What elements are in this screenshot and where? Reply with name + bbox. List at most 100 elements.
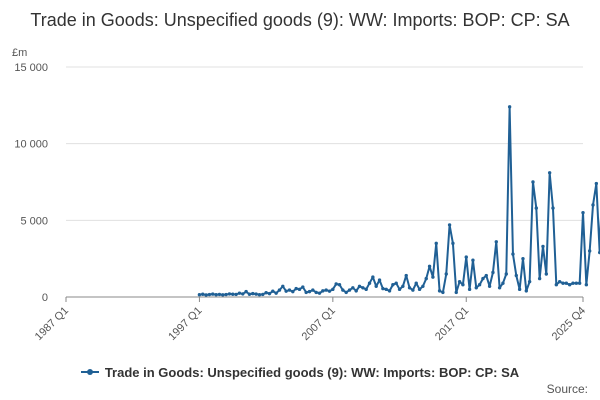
data-point (401, 284, 405, 288)
data-point (431, 275, 435, 279)
data-point (584, 283, 589, 287)
data-point (264, 291, 268, 295)
data-point (467, 287, 472, 292)
data-point (217, 292, 222, 297)
data-point (291, 289, 295, 294)
data-point (494, 240, 498, 244)
data-point (537, 276, 542, 281)
y-tick-label: 5 000 (20, 215, 48, 227)
data-point (477, 283, 482, 287)
data-point (361, 286, 365, 290)
data-point (254, 292, 258, 296)
data-point (517, 287, 522, 292)
data-point (371, 275, 375, 279)
data-point (267, 291, 272, 296)
data-point (447, 223, 452, 227)
data-point (571, 281, 575, 285)
data-point (564, 281, 569, 285)
data-point (427, 264, 432, 269)
data-point (227, 292, 232, 296)
data-point (554, 283, 559, 287)
data-point (421, 284, 425, 288)
data-point (397, 287, 402, 292)
data-point (514, 273, 518, 278)
data-point (541, 244, 545, 249)
data-point (201, 292, 205, 296)
data-point (594, 181, 599, 186)
data-point (547, 171, 552, 175)
data-point (247, 292, 252, 296)
data-point (384, 287, 388, 292)
data-point (381, 286, 385, 291)
data-point (314, 290, 318, 295)
data-point (501, 281, 505, 285)
data-point (574, 281, 579, 285)
x-tick-label: 2017 Q1 (433, 305, 471, 343)
data-point (331, 287, 335, 292)
data-point (457, 279, 462, 284)
data-point (354, 289, 358, 293)
data-point (511, 252, 515, 256)
data-point (551, 206, 555, 210)
data-point (424, 276, 428, 281)
data-point (521, 256, 525, 261)
data-point (344, 290, 348, 295)
data-point (597, 250, 600, 255)
data-point (221, 293, 225, 297)
data-point (557, 279, 562, 284)
data-point (357, 284, 362, 288)
data-point (257, 293, 262, 297)
data-point (464, 255, 468, 259)
data-point (581, 210, 585, 215)
data-point (411, 288, 415, 292)
data-point (531, 180, 535, 184)
chart-title: Trade in Goods: Unspecified goods (9): W… (30, 10, 570, 30)
y-tick-label: 10 000 (14, 139, 48, 151)
data-point (454, 290, 458, 295)
data-point (307, 289, 312, 294)
data-point (281, 284, 285, 288)
legend-series-label: Trade in Goods: Unspecified goods (9): W… (104, 364, 520, 380)
data-point (474, 286, 478, 290)
data-point (504, 272, 508, 276)
data-point (287, 288, 292, 292)
data-point (351, 286, 355, 290)
data-point (394, 281, 398, 285)
x-tick-label: 2025 Q4 (550, 305, 588, 343)
data-point (437, 289, 442, 293)
legend-series-swatch (80, 364, 99, 380)
y-tick-label: 0 (42, 292, 48, 304)
x-tick-label: 1987 Q1 (33, 305, 71, 343)
data-point (347, 288, 352, 292)
data-point (567, 283, 572, 287)
data-point (387, 289, 392, 293)
data-point (444, 272, 448, 276)
data-point (341, 288, 345, 292)
data-point (367, 281, 372, 285)
source-label: Source: (546, 382, 588, 396)
chart-legend[interactable]: Trade in Goods: Unspecified goods (9): W… (0, 364, 600, 380)
data-point (364, 287, 368, 292)
data-point (414, 281, 418, 285)
data-point (251, 291, 255, 296)
data-point (284, 289, 288, 293)
data-point (534, 206, 538, 210)
data-point (497, 286, 502, 290)
data-point (301, 285, 305, 289)
data-point (237, 291, 242, 295)
data-point (374, 284, 378, 288)
series-line (199, 105, 600, 297)
x-tick-label: 1997 Q1 (166, 305, 204, 343)
data-point (261, 292, 265, 297)
data-point (461, 283, 465, 287)
data-point (277, 288, 282, 292)
data-point (204, 293, 208, 297)
data-point (311, 288, 315, 292)
data-point (207, 292, 212, 297)
data-point (334, 282, 338, 286)
y-tick-label: 15 000 (14, 62, 48, 74)
data-point (214, 293, 218, 297)
data-point (434, 241, 438, 246)
x-tick-label: 2007 Q1 (300, 305, 338, 343)
data-point (451, 241, 455, 246)
